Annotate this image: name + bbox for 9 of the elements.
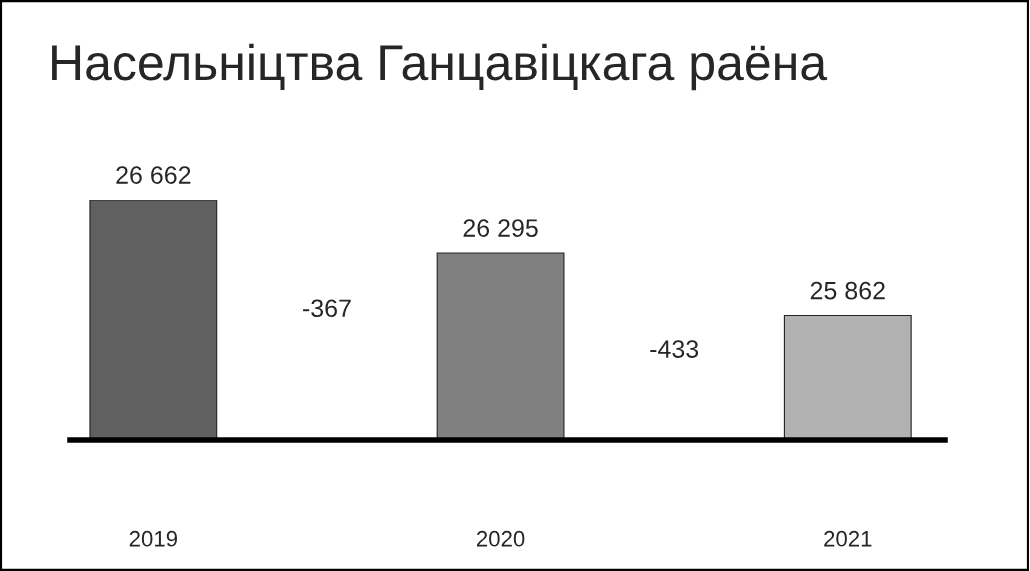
- x-tick-label: 2020: [476, 530, 525, 547]
- x-tick-label: 2021: [824, 530, 872, 547]
- annotation: -367: [303, 299, 351, 318]
- data-label: 26 295: [463, 219, 538, 237]
- data-label: 25 862: [810, 281, 885, 300]
- data-label: 26 662: [116, 166, 191, 184]
- annotation: -433: [650, 340, 699, 358]
- x-tick-label: 2019: [129, 530, 177, 547]
- chart-title: Насельніцтва Ганцавіцкага раёна: [52, 43, 828, 91]
